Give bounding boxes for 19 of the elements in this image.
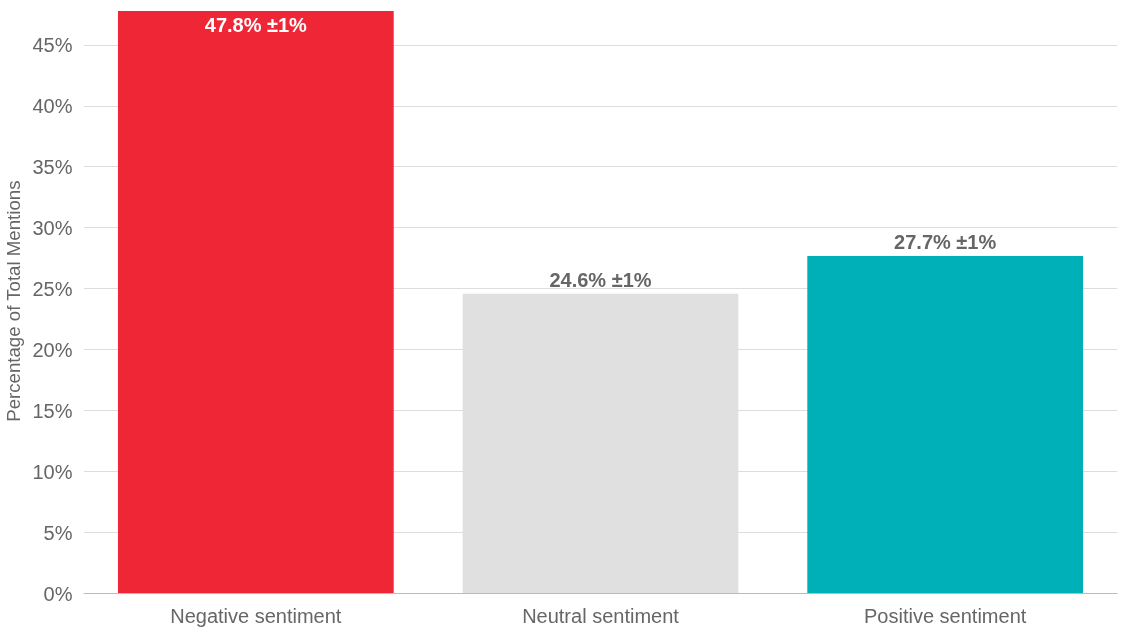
y-tick-label: 20%: [32, 338, 73, 361]
data-label: 24.6% ±1%: [549, 268, 652, 291]
x-tick-label: Neutral sentiment: [522, 604, 680, 627]
y-tick-label: 25%: [32, 277, 73, 300]
y-tick-label: 35%: [32, 155, 73, 178]
x-tick-label: Negative sentiment: [170, 604, 342, 627]
bar: [807, 255, 1084, 594]
y-tick-label: 30%: [32, 216, 73, 239]
data-label: 27.7% ±1%: [894, 230, 997, 253]
bar: [117, 10, 394, 594]
x-tick-label: Positive sentiment: [864, 604, 1027, 627]
y-tick-label: 5%: [43, 521, 73, 544]
y-tick-label: 15%: [32, 399, 73, 422]
data-label: 47.8% ±1%: [204, 13, 308, 36]
y-tick-label: 40%: [32, 95, 73, 117]
y-tick-label: 45%: [32, 34, 73, 57]
y-tick-label: 0%: [43, 582, 73, 605]
y-axis-title: Percentage of Total Mentions: [3, 180, 25, 422]
y-tick-label: 10%: [32, 460, 73, 483]
